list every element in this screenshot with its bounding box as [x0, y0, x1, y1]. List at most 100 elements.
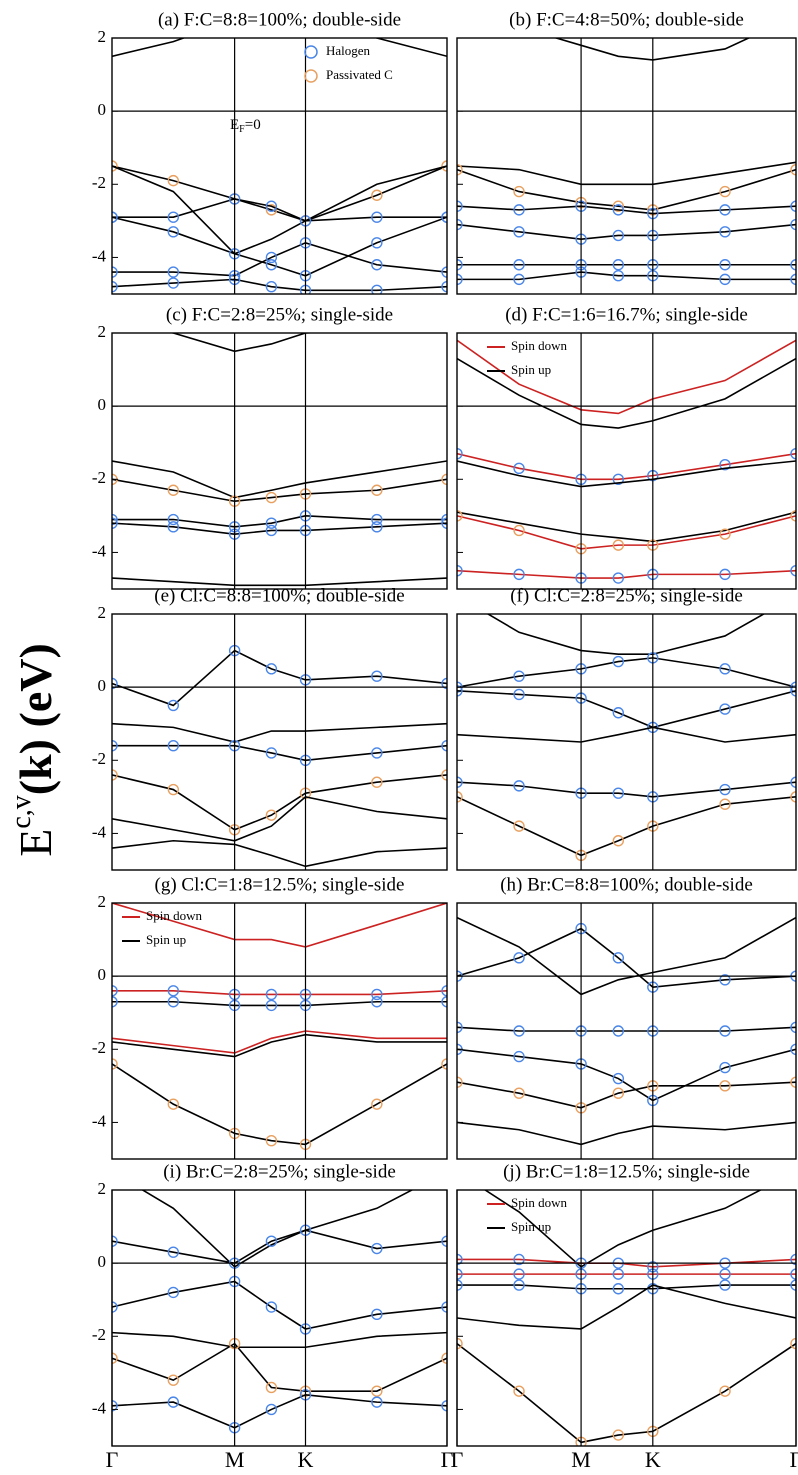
- weight-marker: [167, 1286, 180, 1299]
- plot-area: [112, 903, 447, 1151]
- annotation-sub: F: [239, 124, 245, 135]
- y-tick-label: -4: [92, 246, 107, 265]
- weight-marker: [612, 655, 625, 668]
- y-tick-label: 2: [98, 603, 107, 622]
- weight-marker: [513, 462, 525, 475]
- band-line: [112, 1280, 447, 1330]
- y-axis-label: Ec,v(k) (eV): [6, 643, 60, 857]
- band-line: [457, 1026, 796, 1032]
- weight-marker: [265, 1135, 278, 1147]
- weight-marker: [112, 211, 118, 223]
- weight-marker: [167, 1396, 180, 1408]
- band-line: [112, 1063, 447, 1146]
- weight-marker: [167, 484, 180, 496]
- annotation-main: E: [230, 117, 239, 133]
- panel-frame: [111, 1189, 448, 1447]
- weight-marker: [790, 1043, 796, 1055]
- weight-marker: [457, 200, 463, 212]
- legend-label: Spin up: [146, 932, 186, 947]
- y-tick-label: -4: [92, 1398, 107, 1417]
- weight-marker: [457, 1253, 463, 1266]
- weight-marker: [719, 185, 731, 198]
- weight-marker: [265, 259, 278, 271]
- weight-marker: [457, 259, 463, 271]
- weight-marker: [612, 1087, 625, 1099]
- weight-marker: [112, 1400, 118, 1412]
- weight-marker: [167, 513, 180, 526]
- weight-marker: [371, 988, 383, 1001]
- panel-frame: [111, 613, 448, 871]
- weight-marker: [612, 270, 625, 282]
- weight-marker: [441, 769, 447, 781]
- weight-marker: [371, 237, 383, 249]
- annotation-rest: =0: [245, 117, 261, 133]
- weight-marker: [265, 200, 278, 212]
- weight-marker: [112, 1352, 118, 1364]
- weight-marker: [790, 565, 796, 577]
- y-tick-label: 0: [98, 100, 107, 119]
- weight-marker: [612, 200, 625, 212]
- x-tick-label: K: [645, 1447, 661, 1472]
- weight-marker: [167, 226, 180, 238]
- band-line: [457, 690, 796, 729]
- plot-area: [457, 339, 796, 584]
- weight-marker: [167, 739, 180, 752]
- y-tick-label: 0: [98, 676, 107, 695]
- y-tick-label: 0: [98, 965, 107, 984]
- weight-marker: [719, 1025, 731, 1037]
- weight-marker: [441, 677, 447, 690]
- band-line: [457, 1048, 796, 1102]
- weight-marker: [265, 747, 278, 759]
- band-line: [457, 916, 796, 996]
- legend-label: Spin down: [511, 1195, 567, 1210]
- weight-marker: [441, 280, 447, 293]
- weight-marker: [265, 251, 278, 264]
- weight-marker: [441, 517, 447, 529]
- band-line: [112, 460, 447, 499]
- weight-marker: [513, 226, 525, 238]
- weight-marker: [513, 780, 525, 792]
- weight-marker: [441, 266, 447, 278]
- weight-marker: [790, 273, 796, 286]
- weight-marker: [790, 1268, 796, 1280]
- band-line: [112, 774, 447, 831]
- weight-marker: [441, 160, 447, 172]
- weight-marker: [371, 1308, 383, 1321]
- weight-marker: [265, 988, 278, 1001]
- weight-marker: [513, 524, 525, 537]
- weight-marker: [612, 835, 625, 847]
- y-tick-label: 2: [98, 322, 107, 341]
- weight-marker: [790, 1076, 796, 1088]
- weight-marker: [513, 259, 525, 271]
- band-line: [112, 241, 447, 277]
- weight-marker: [112, 513, 118, 526]
- weight-marker: [457, 1021, 463, 1034]
- weight-marker: [265, 1235, 278, 1247]
- band-line: [112, 478, 447, 503]
- y-label-main: E: [10, 829, 61, 857]
- x-tick-label: Γ: [106, 1447, 119, 1472]
- weight-marker: [371, 1242, 383, 1255]
- legend-label: Spin down: [146, 908, 202, 923]
- band-line: [553, 38, 751, 61]
- weight-marker: [112, 985, 118, 997]
- panel-frame: [111, 902, 448, 1160]
- weight-marker: [457, 510, 463, 522]
- band-line: [112, 649, 447, 707]
- band-line: [168, 333, 322, 353]
- weight-marker: [719, 1279, 731, 1291]
- panel-frame: [111, 332, 448, 590]
- weight-marker: [441, 985, 447, 997]
- plot-area: [112, 644, 447, 868]
- weight-marker: [612, 1283, 625, 1295]
- panel-frame: [456, 902, 797, 1160]
- weight-marker: [719, 1268, 731, 1280]
- weight-marker: [790, 791, 796, 803]
- weight-marker: [790, 510, 796, 522]
- weight-marker: [513, 1025, 525, 1037]
- band-line: [483, 1190, 763, 1268]
- band-line: [457, 205, 796, 215]
- y-tick-label: -2: [92, 173, 106, 192]
- weight-marker: [513, 273, 525, 286]
- weight-marker: [719, 1080, 731, 1092]
